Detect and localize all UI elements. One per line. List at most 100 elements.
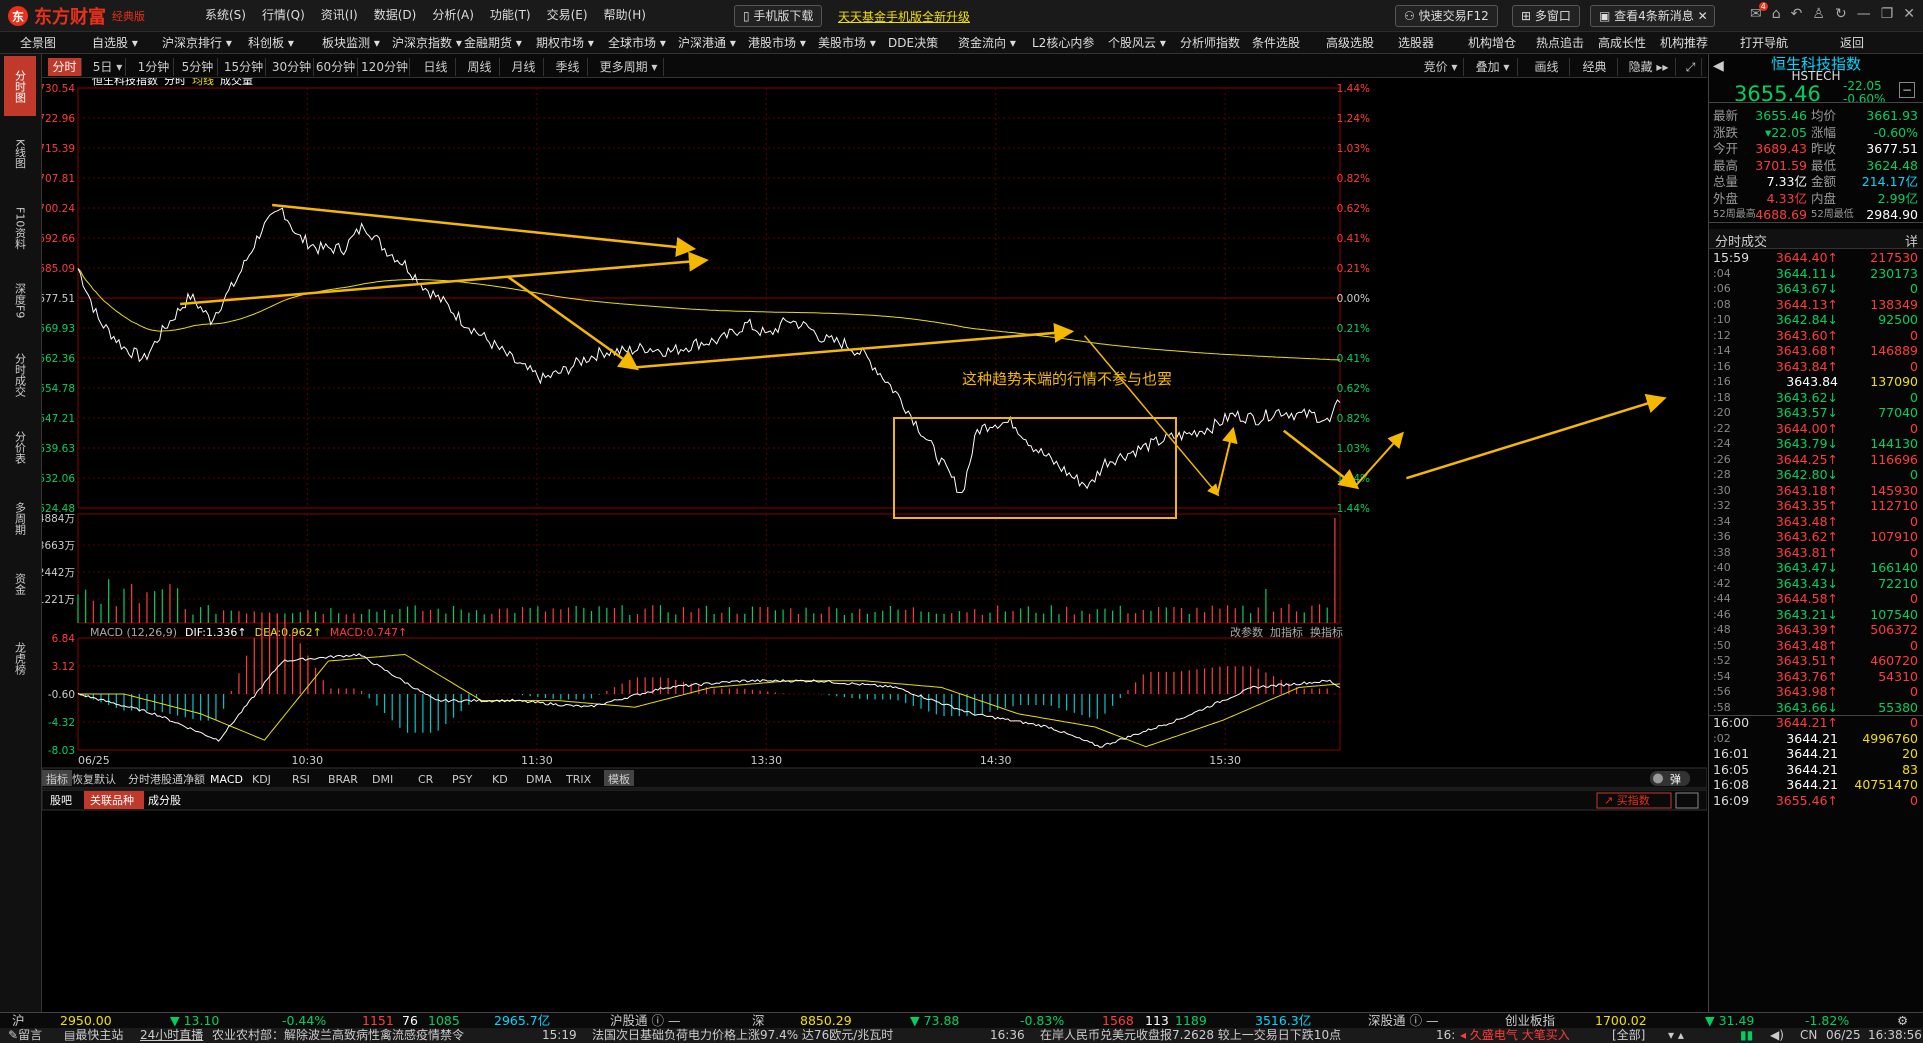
fullscreen-icon[interactable]: ⤢ <box>1680 58 1702 76</box>
nav-item[interactable]: 个股风云 ▾ <box>1108 36 1166 50</box>
sound-icon[interactable]: ◀) <box>1770 1028 1784 1042</box>
chart-tool-button[interactable]: 画线 <box>1524 58 1570 76</box>
ticks-detail-button[interactable]: 详 <box>1904 235 1918 250</box>
indicator-tab[interactable]: BRAR <box>328 773 358 786</box>
nav-item[interactable]: 全景图 <box>20 36 57 50</box>
period-button[interactable]: 30分钟 <box>270 58 314 76</box>
nav-item[interactable]: 港股市场 ▾ <box>748 36 806 50</box>
nav-item[interactable]: DDE决策 <box>888 36 939 50</box>
period-button[interactable]: 120分钟 <box>360 58 410 76</box>
menu-item[interactable]: 分析(A) <box>432 8 474 22</box>
nav-item[interactable]: 金融期货 ▾ <box>464 36 522 50</box>
chart-tool-button[interactable]: 经典 <box>1572 58 1618 76</box>
multi-window-button[interactable]: ⊞ 多窗口 <box>1512 5 1580 27</box>
nav-item[interactable]: 期权市场 ▾ <box>536 36 594 50</box>
left-tab[interactable]: 资金 <box>13 573 27 595</box>
nav-item[interactable]: 全球市场 ▾ <box>608 36 666 50</box>
indicator-tab[interactable]: TRIX <box>565 773 592 786</box>
buy-index-button[interactable] <box>1596 792 1672 809</box>
quick-trade-button[interactable]: ⚇ 快速交易F12 <box>1395 5 1498 27</box>
home-icon[interactable]: ⌂ <box>1771 6 1781 22</box>
fastest-site-button[interactable]: ▤最快主站 <box>64 1028 124 1042</box>
nav-item[interactable]: 自选股 ▾ <box>92 36 138 50</box>
nav-item[interactable]: 沪深京指数 ▾ <box>392 36 462 50</box>
period-button[interactable]: 日线 <box>416 58 456 76</box>
close-window-icon[interactable]: ✕ <box>1903 6 1915 22</box>
left-tab[interactable]: 多周期 <box>13 501 27 535</box>
indicator-tab[interactable]: MACD <box>210 773 243 786</box>
settings-icon[interactable]: ⚙ <box>1897 1013 1909 1028</box>
macd-tool[interactable]: 换指标 <box>1310 625 1343 639</box>
nav-item[interactable]: 高成长性 <box>1598 36 1647 50</box>
prev-icon[interactable]: ◀ <box>1713 58 1724 74</box>
minimize-icon[interactable]: — <box>1856 6 1871 22</box>
menu-item[interactable]: 帮助(H) <box>603 8 646 22</box>
left-tab[interactable]: K线图 <box>13 139 27 169</box>
bottom-tab[interactable]: 成分股 <box>148 794 181 807</box>
macd-tool[interactable]: 改参数 <box>1230 625 1263 639</box>
period-button[interactable]: 5分钟 <box>178 58 218 76</box>
expand-icon[interactable] <box>1675 792 1699 809</box>
leave-message-button[interactable]: ✎留言 <box>8 1028 43 1042</box>
chart-tool-button[interactable]: 竞价 ▾ <box>1418 58 1464 76</box>
indicator-tab[interactable]: CR <box>418 773 434 786</box>
indicator-tab[interactable]: 模板 <box>608 772 630 786</box>
period-button[interactable]: 分时 <box>48 58 82 76</box>
menu-item[interactable]: 资讯(I) <box>320 8 358 22</box>
period-button[interactable]: 周线 <box>460 58 500 76</box>
menu-item[interactable]: 功能(T) <box>489 8 531 22</box>
nav-item[interactable]: 选股器 <box>1398 36 1435 50</box>
period-button[interactable]: 60分钟 <box>314 58 358 76</box>
period-button[interactable]: 5日 ▾ <box>90 58 126 76</box>
left-tab[interactable]: F10资料 <box>13 206 27 250</box>
nav-item[interactable]: 高级选股 <box>1326 36 1375 50</box>
left-tab[interactable]: 深度F9 <box>13 283 27 319</box>
period-button[interactable]: 月线 <box>504 58 544 76</box>
nav-item[interactable]: 机构推荐 <box>1660 36 1709 50</box>
indicator-tab[interactable]: PSY <box>452 773 473 786</box>
nav-item[interactable]: 条件选股 <box>1252 36 1301 50</box>
news-item-2[interactable]: 法国次日基础负荷电力价格上涨97.4% 达76欧元/兆瓦时 <box>592 1028 894 1042</box>
mail-icon[interactable]: ✉ 4 <box>1750 2 1768 22</box>
back-icon[interactable]: ↶ <box>1790 6 1803 22</box>
left-tab[interactable]: 分时成交 <box>13 353 27 397</box>
bottom-tab[interactable]: 股吧 <box>50 794 72 807</box>
left-tab[interactable]: 分时图 <box>4 56 36 116</box>
period-button[interactable]: 1分钟 <box>134 58 174 76</box>
nav-item[interactable]: 热点追击 <box>1536 36 1585 50</box>
macd-tool[interactable]: 加指标 <box>1270 625 1303 639</box>
alert-filter[interactable]: [全部] <box>1612 1028 1646 1042</box>
nav-item[interactable]: 沪深京排行 ▾ <box>162 36 232 50</box>
nav-item[interactable]: 机构增仓 <box>1468 36 1517 50</box>
indicator-tab[interactable]: 恢复默认 <box>72 772 116 786</box>
bottom-tab[interactable]: 关联品种 <box>90 793 134 807</box>
sgt-link[interactable]: 深股通 ⓘ — <box>1368 1013 1439 1028</box>
indicator-tab[interactable]: 分时港股通净额 <box>128 772 205 786</box>
hgt-link[interactable]: 沪股通 ⓘ — <box>610 1013 681 1028</box>
live-link[interactable]: 24小时直播 <box>140 1028 204 1042</box>
nav-item[interactable]: 科创板 ▾ <box>248 36 294 50</box>
indicator-tab[interactable]: DMA <box>526 773 552 786</box>
news-item-3[interactable]: 在岸人民币兑美元收盘报7.2628 较上一交易日下跌10点 <box>1040 1028 1342 1042</box>
indicator-tab[interactable]: RSI <box>292 773 310 786</box>
left-tab[interactable]: 分价表 <box>13 430 27 464</box>
news-item-1[interactable]: 农业农村部：解除波兰高致病性禽流感疫情禁令 <box>212 1028 465 1042</box>
nav-item[interactable]: 沪深港通 ▾ <box>678 36 736 50</box>
fund-promo-link[interactable]: 天天基金手机版全新升级 <box>838 10 971 24</box>
nav-item[interactable]: L2核心内参 <box>1032 36 1095 50</box>
shirt-icon[interactable]: ♙ <box>1812 6 1825 22</box>
menu-item[interactable]: 行情(Q) <box>261 8 305 22</box>
chart-tool-button[interactable]: 隐藏 ▸▸ <box>1622 58 1676 76</box>
indicator-tab[interactable]: KDJ <box>252 773 271 786</box>
nav-item[interactable]: 分析师指数 <box>1180 36 1241 50</box>
ticks-list[interactable]: 15:59 3644.40↑ 217530:04 3644.11↓ 230173… <box>1709 250 1923 1010</box>
indicator-tab[interactable]: KD <box>492 773 508 786</box>
alert-nav-icon[interactable]: ▾ ▴ <box>1668 1028 1684 1042</box>
nav-item[interactable]: 美股市场 ▾ <box>818 36 876 50</box>
nav-item[interactable]: 打开导航 <box>1740 36 1789 50</box>
menu-item[interactable]: 系统(S) <box>205 8 246 22</box>
close-icon[interactable]: ✕ <box>1697 9 1708 23</box>
restore-icon[interactable]: ❐ <box>1880 6 1894 22</box>
refresh-icon[interactable]: ↻ <box>1834 6 1847 22</box>
alert-stock[interactable]: ◂ 久盛电气 大笔买入 <box>1460 1028 1570 1042</box>
